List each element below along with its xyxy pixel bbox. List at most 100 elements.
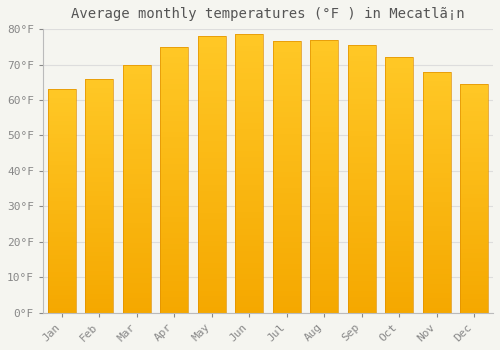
Bar (422, 154, 451, 158)
Bar (122, 203, 151, 208)
Bar (310, 274, 338, 280)
Bar (235, 301, 264, 307)
Bar (122, 268, 151, 273)
Bar (198, 302, 226, 307)
Bar (85, 266, 114, 271)
Bar (198, 163, 226, 169)
Bar (460, 258, 488, 262)
Bar (310, 111, 338, 116)
Bar (272, 220, 301, 226)
Bar (85, 177, 114, 182)
Bar (385, 236, 414, 241)
Bar (48, 308, 76, 313)
Bar (385, 272, 414, 277)
Bar (122, 283, 151, 288)
Bar (235, 74, 264, 79)
Bar (310, 45, 338, 51)
Bar (460, 281, 488, 285)
Bar (48, 112, 76, 116)
Bar (160, 164, 188, 169)
Bar (385, 180, 414, 185)
Bar (422, 173, 451, 178)
Bar (160, 127, 188, 132)
Bar (385, 154, 414, 160)
Bar (48, 304, 76, 308)
Bar (198, 119, 226, 125)
Bar (122, 159, 151, 164)
Bar (385, 113, 414, 119)
Bar (122, 253, 151, 258)
Bar (460, 111, 488, 116)
Bar (348, 174, 376, 179)
Bar (422, 308, 451, 313)
Bar (348, 227, 376, 232)
Bar (348, 259, 376, 265)
Bar (48, 165, 76, 170)
Bar (198, 75, 226, 80)
Bar (85, 229, 114, 233)
Bar (422, 158, 451, 163)
Bar (310, 89, 338, 94)
Bar (385, 211, 414, 216)
Bar (85, 238, 114, 243)
Bar (160, 222, 188, 228)
Bar (48, 205, 76, 210)
Bar (385, 160, 414, 164)
Bar (235, 190, 264, 196)
Bar (460, 239, 488, 244)
Bar (348, 45, 376, 50)
Bar (85, 257, 114, 261)
Bar (460, 139, 488, 144)
Bar (198, 290, 226, 296)
Bar (48, 264, 76, 268)
Bar (85, 168, 114, 172)
Bar (385, 149, 414, 154)
Bar (160, 132, 188, 137)
Bar (198, 125, 226, 130)
Bar (422, 110, 451, 115)
Bar (348, 158, 376, 163)
Bar (422, 144, 451, 149)
Bar (198, 224, 226, 230)
Bar (422, 245, 451, 250)
Bar (272, 74, 301, 79)
Bar (460, 235, 488, 239)
Bar (310, 154, 338, 160)
Bar (160, 63, 188, 68)
Bar (348, 168, 376, 174)
Bar (310, 121, 338, 127)
Bar (385, 292, 414, 297)
Bar (85, 121, 114, 125)
Bar (348, 88, 376, 93)
Bar (460, 244, 488, 248)
Bar (460, 303, 488, 308)
Bar (85, 271, 114, 275)
Bar (122, 174, 151, 178)
Bar (310, 258, 338, 264)
Bar (122, 99, 151, 104)
Bar (422, 192, 451, 197)
Bar (48, 290, 76, 295)
Bar (460, 203, 488, 208)
Bar (85, 215, 114, 219)
Bar (160, 212, 188, 217)
Bar (122, 64, 151, 313)
Bar (310, 241, 338, 247)
Bar (122, 278, 151, 283)
Bar (198, 69, 226, 75)
Bar (310, 280, 338, 285)
Bar (48, 89, 76, 313)
Bar (385, 73, 414, 78)
Bar (160, 233, 188, 238)
Bar (422, 125, 451, 130)
Bar (122, 263, 151, 268)
Bar (348, 136, 376, 141)
Bar (422, 279, 451, 284)
Bar (235, 235, 264, 240)
Bar (48, 183, 76, 188)
Bar (272, 215, 301, 220)
Bar (310, 225, 338, 231)
Bar (272, 237, 301, 242)
Bar (422, 240, 451, 245)
Bar (198, 58, 226, 64)
